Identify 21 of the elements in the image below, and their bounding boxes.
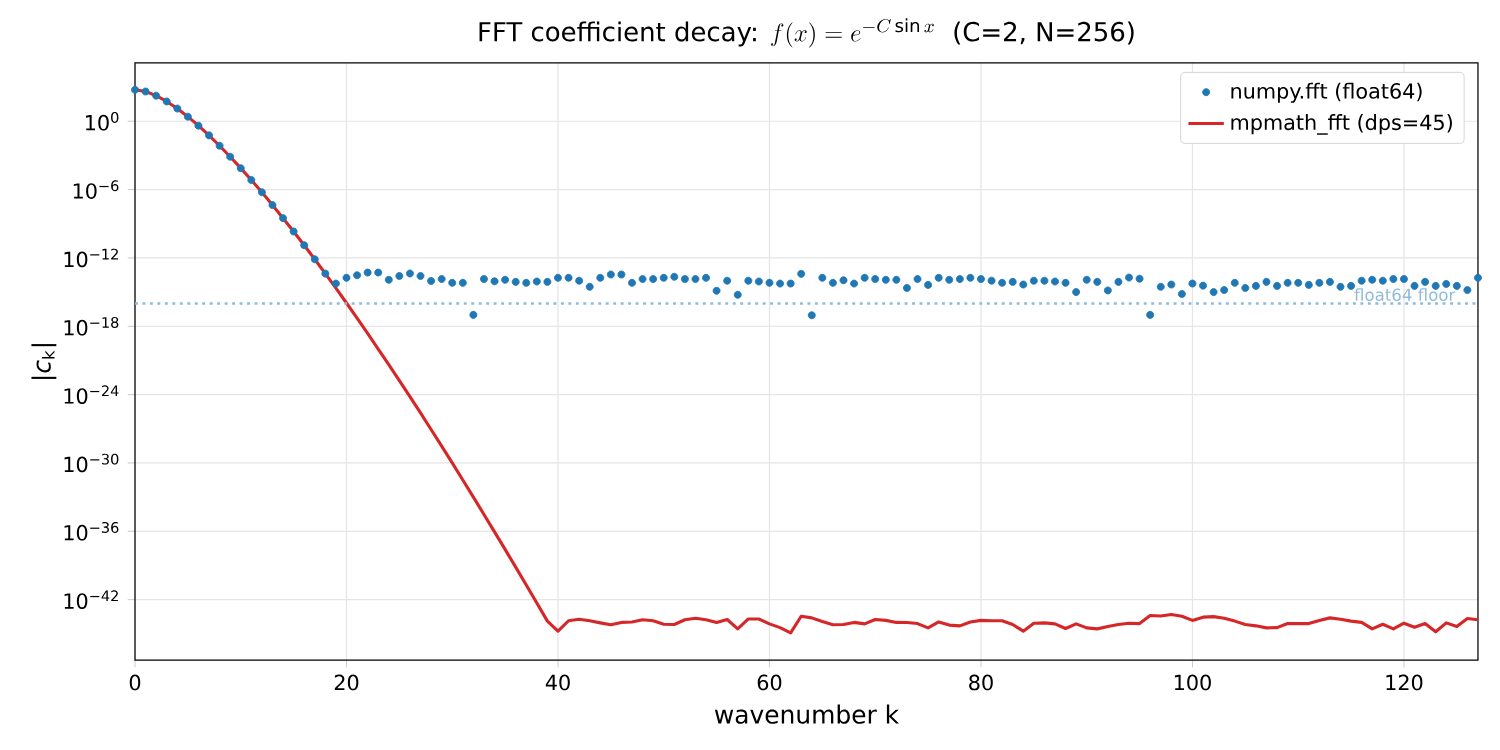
ref-line-label: float64 floor — [1354, 288, 1456, 301]
chart-title: $\text{FFT coefficient decay: }f(x)=e^{-C\sin x}\text{ \ (C=2, N=256)}$ — [479, 18, 1134, 48]
x-axis-title: wavenumber k — [714, 704, 900, 724]
x-tick-label: 120 — [1386, 674, 1423, 691]
x-tick-label: 100 — [1174, 674, 1211, 691]
x-tick-label: 60 — [757, 674, 782, 691]
x-tick-label: 80 — [969, 674, 993, 691]
x-tick-label: 0 — [129, 674, 141, 691]
x-tick-label: 20 — [334, 674, 359, 691]
y-tick-label: 10$^{−24}$ — [64, 385, 119, 404]
y-tick-label: 10$^{−30}$ — [64, 453, 119, 473]
y-tick-label: 10$^{−36}$ — [64, 521, 119, 541]
y-tick-label: 10$^{−18}$ — [64, 316, 119, 336]
y-axis-title: |c$_{k}$| — [31, 344, 57, 379]
y-tick-label: 10$^{0}$ — [85, 111, 119, 131]
legend-label: mpmath_fft (dps=45) — [1231, 114, 1452, 135]
y-tick-label: 10$^{−6}$ — [73, 180, 119, 199]
y-tick-label: 10$^{−12}$ — [64, 248, 118, 268]
x-tick-label: 40 — [545, 674, 570, 691]
y-tick-label: 10$^{−42}$ — [64, 590, 118, 609]
legend-label: numpy.fft (float64) — [1231, 82, 1422, 103]
